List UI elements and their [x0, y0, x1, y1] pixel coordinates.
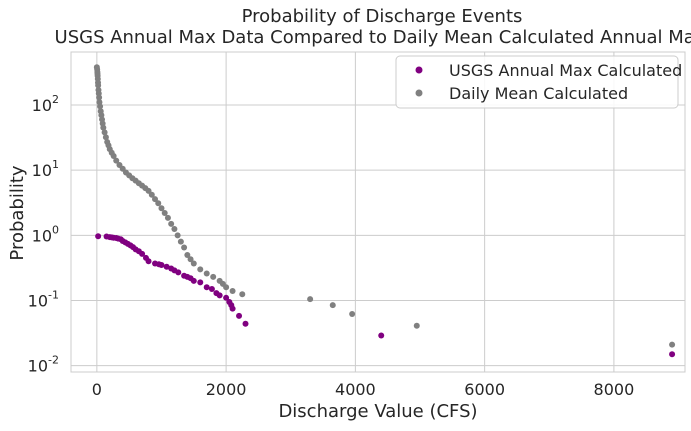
data-point	[307, 296, 314, 303]
data-point	[184, 251, 191, 258]
data-point	[97, 103, 104, 110]
legend-label-daily-mean: Daily Mean Calculated	[449, 84, 628, 103]
data-point	[208, 286, 215, 293]
data-point	[329, 302, 336, 309]
data-point	[177, 238, 184, 245]
y-tick-label: 101	[32, 158, 59, 180]
x-tick-label: 6000	[464, 380, 505, 399]
data-point	[152, 196, 159, 203]
data-point	[101, 129, 108, 136]
y-tick-label: 102	[32, 93, 59, 115]
grid-lines	[71, 52, 685, 372]
data-point	[378, 332, 385, 339]
data-point	[174, 232, 181, 239]
data-point	[236, 312, 243, 319]
data-point	[190, 277, 197, 284]
y-axis-label: Probability	[7, 165, 28, 260]
y-tick-label: 10-1	[28, 289, 59, 311]
data-point	[148, 191, 155, 198]
y-tick-label: 10-2	[28, 354, 59, 376]
data-point	[181, 244, 188, 251]
data-point	[187, 256, 194, 263]
legend-marker-daily-mean	[415, 89, 423, 97]
series-usgs-annual-max	[95, 233, 676, 358]
data-point	[239, 291, 246, 298]
data-point	[175, 269, 182, 276]
data-point	[223, 284, 230, 291]
data-point	[113, 157, 120, 164]
x-tick-label: 4000	[335, 380, 376, 399]
data-point	[197, 266, 204, 273]
data-point	[96, 94, 103, 101]
legend-box	[395, 55, 679, 109]
x-tick-label: 2000	[206, 380, 247, 399]
series-daily-mean	[93, 64, 676, 348]
data-point	[203, 284, 210, 291]
data-point	[95, 82, 102, 89]
x-tick-labels: 0 2000 4000 6000 8000	[92, 380, 635, 399]
data-point	[158, 205, 165, 212]
data-point	[203, 270, 210, 277]
data-point	[163, 263, 170, 270]
data-point	[155, 200, 162, 207]
data-point	[190, 260, 197, 267]
data-point	[168, 220, 175, 227]
data-point	[161, 210, 168, 217]
data-point	[210, 273, 217, 280]
data-point	[139, 250, 146, 257]
x-axis-label: Discharge Value (CFS)	[278, 401, 477, 422]
data-point	[216, 292, 223, 299]
legend: USGS Annual Max Calculated Daily Mean Ca…	[395, 55, 682, 109]
y-tick-labels: 10-2 10-1 100 101 102	[28, 93, 59, 376]
data-point	[164, 214, 171, 221]
chart-title: Probability of Discharge Events	[242, 6, 523, 27]
data-point	[242, 320, 249, 327]
x-tick-label: 8000	[594, 380, 635, 399]
data-point	[158, 262, 165, 269]
data-point	[145, 258, 152, 265]
data-point	[197, 279, 204, 286]
x-tick-label: 0	[92, 380, 102, 399]
data-point	[110, 152, 117, 159]
legend-label-usgs-annual-max: USGS Annual Max Calculated	[449, 61, 682, 80]
data-point	[229, 305, 236, 312]
y-tick-label: 100	[32, 223, 59, 245]
data-point	[669, 341, 676, 348]
legend-marker-usgs-annual-max	[415, 66, 423, 74]
data-point	[413, 322, 420, 329]
data-point	[102, 134, 109, 141]
data-point	[669, 351, 676, 358]
data-point	[223, 294, 230, 301]
data-point	[229, 287, 236, 294]
data-series	[93, 64, 676, 358]
data-point	[349, 311, 356, 318]
chart-subtitle: USGS Annual Max Data Compared to Daily M…	[55, 27, 691, 48]
data-point	[171, 226, 178, 233]
data-point	[95, 233, 102, 240]
data-point	[100, 124, 107, 131]
